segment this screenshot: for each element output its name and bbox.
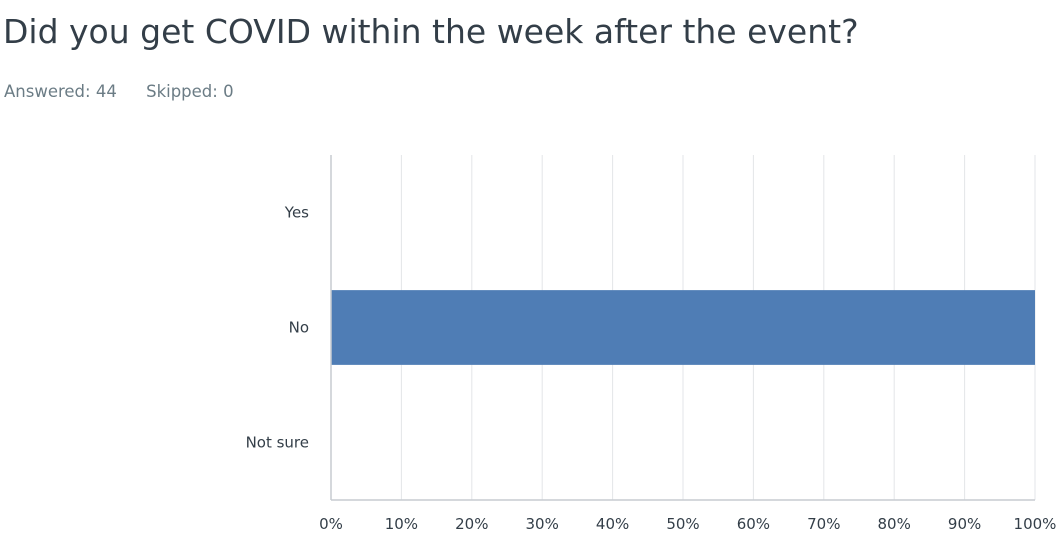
skipped-count: Skipped: 0 — [146, 82, 234, 101]
tick-label: 100% — [1014, 515, 1057, 533]
category-label: No — [289, 319, 309, 337]
tick-label: 30% — [526, 515, 559, 533]
tick-label: 20% — [455, 515, 488, 533]
bars — [331, 290, 1035, 365]
tick-label: 40% — [596, 515, 629, 533]
tick-label: 0% — [319, 515, 343, 533]
axis-labels: Yes No Not sure 0% 10% 20% 30% 40% 50% 60% 70% 80% 9… — [246, 204, 1057, 534]
tick-label: 70% — [807, 515, 840, 533]
tick-label: 60% — [737, 515, 770, 533]
tick-label: 50% — [666, 515, 699, 533]
axes — [330, 155, 1035, 501]
category-label: Not sure — [246, 434, 309, 452]
tick-label: 90% — [948, 515, 981, 533]
question-title: Did you get COVID within the week after … — [3, 12, 859, 51]
tick-label: 80% — [878, 515, 911, 533]
answered-count: Answered: 44 — [4, 82, 117, 101]
bar-no — [331, 290, 1035, 365]
tick-label: 10% — [385, 515, 418, 533]
category-label: Yes — [284, 204, 309, 222]
response-stats: Answered: 44 Skipped: 0 — [4, 82, 258, 101]
